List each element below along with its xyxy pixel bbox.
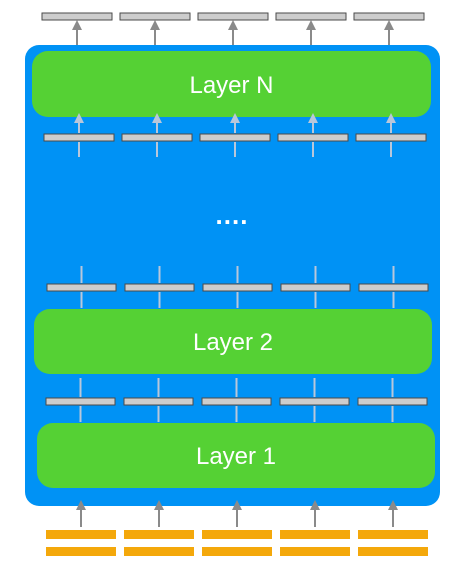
input-embedding-bottom	[280, 547, 350, 556]
token-marks	[41, 12, 429, 556]
hidden-token-vector-2	[202, 283, 273, 292]
hidden-token-vector-n	[199, 133, 271, 142]
hidden-token-vector-1	[45, 397, 116, 406]
hidden-token-vector-2	[358, 283, 429, 292]
hidden-token-vector-2	[124, 283, 195, 292]
hidden-token-vector-1	[279, 397, 350, 406]
hidden-token-vector-1	[357, 397, 428, 406]
input-embedding-top	[358, 530, 428, 539]
input-embedding-bottom	[124, 547, 194, 556]
input-embedding-bottom	[358, 547, 428, 556]
layer-2-block: Layer 2	[34, 309, 432, 374]
hidden-token-vector-n	[277, 133, 349, 142]
output-token-vector	[275, 12, 347, 21]
input-embedding-top	[202, 530, 272, 539]
input-embedding-top	[46, 530, 116, 539]
hidden-token-vector-n	[121, 133, 193, 142]
hidden-token-vector-2	[46, 283, 117, 292]
layer-1-block: Layer 1	[37, 423, 435, 488]
layer-n-box	[32, 51, 431, 117]
layer-n-block: Layer N	[32, 51, 431, 117]
layer-2-box	[34, 309, 432, 374]
layer-1-label: Layer 1	[196, 443, 276, 470]
input-embedding-bottom	[202, 547, 272, 556]
layer-1-box	[37, 423, 435, 488]
hidden-token-vector-1	[123, 397, 194, 406]
hidden-token-vector-2	[280, 283, 351, 292]
ellipsis-label: ....	[216, 200, 249, 230]
output-token-vector	[41, 12, 113, 21]
hidden-token-vector-n	[43, 133, 115, 142]
stack-container	[25, 45, 440, 506]
hidden-token-vector-1	[201, 397, 272, 406]
output-token-vector	[353, 12, 425, 21]
input-embedding-top	[124, 530, 194, 539]
layer-2-label: Layer 2	[193, 329, 273, 356]
output-token-vector	[197, 12, 269, 21]
hidden-token-vector-n	[355, 133, 427, 142]
input-embedding-bottom	[46, 547, 116, 556]
output-token-vector	[119, 12, 191, 21]
layer-n-label: Layer N	[189, 72, 273, 99]
input-embedding-top	[280, 530, 350, 539]
